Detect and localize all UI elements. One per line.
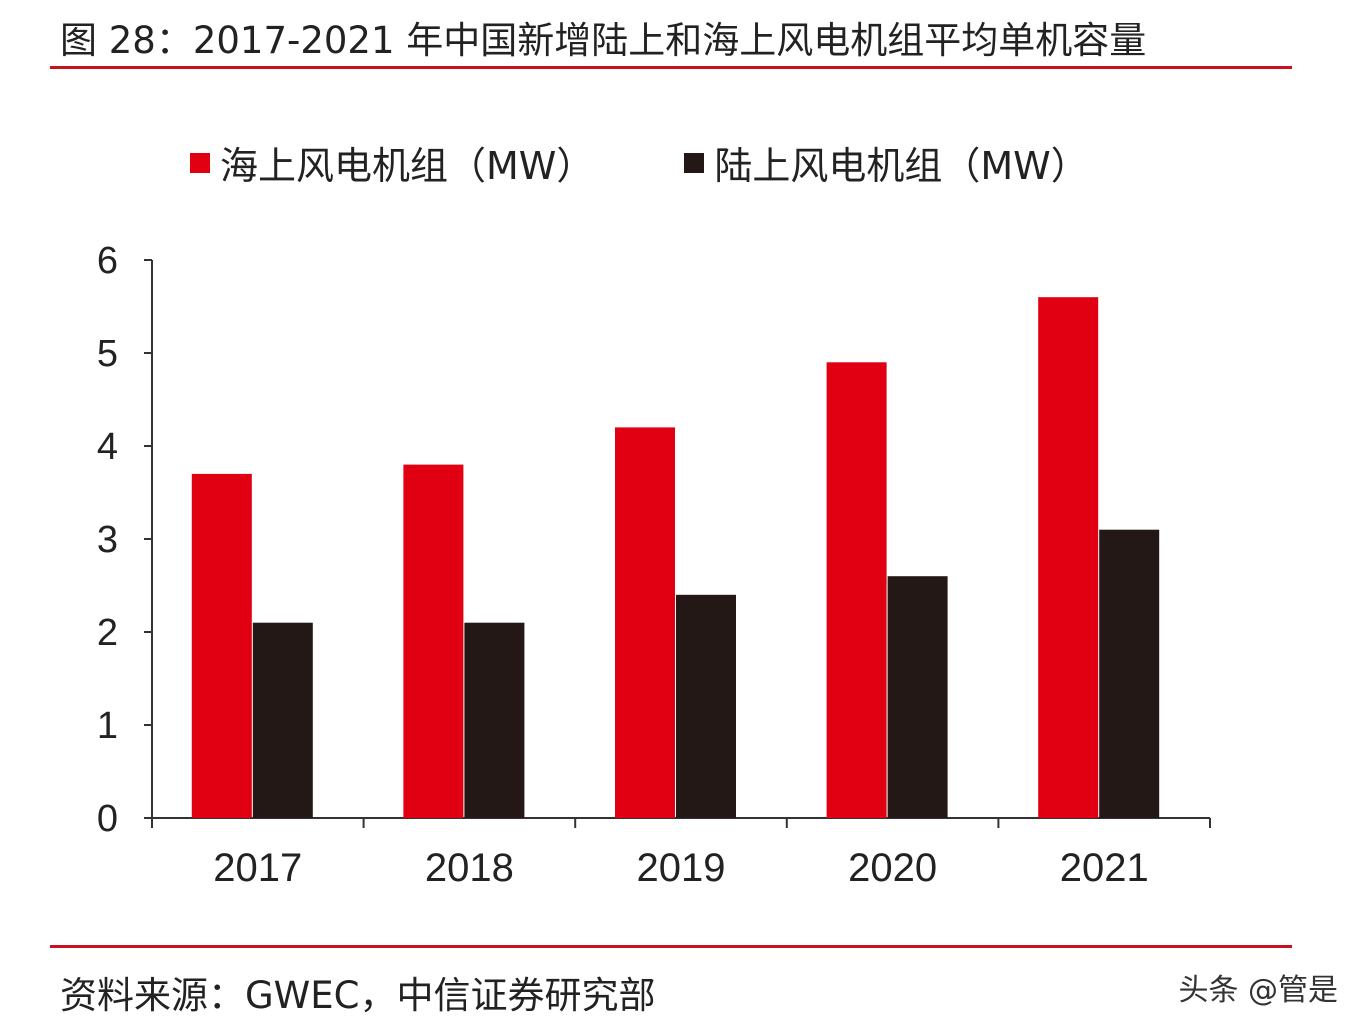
bar-onshore-2020 [887,576,948,818]
legend-item-offshore: 海上风电机组（MW） [190,135,594,190]
y-tick-label: 5 [97,333,118,375]
y-tick-label: 4 [97,426,118,468]
legend-swatch-offshore [190,152,210,173]
x-tick-label: 2017 [213,846,302,890]
bar-offshore-2018 [403,464,464,818]
bar-offshore-2021 [1038,297,1099,818]
x-tick-label: 2021 [1060,846,1149,890]
y-tick-label: 3 [97,519,118,561]
legend-item-onshore: 陆上风电机组（MW） [684,135,1089,190]
legend: 海上风电机组（MW） 陆上风电机组（MW） [190,135,1089,190]
bottom-rule [50,945,1292,948]
x-tick-label: 2019 [637,846,726,890]
x-tick-label: 2018 [425,846,514,890]
y-tick-label: 6 [97,240,118,282]
bar-onshore-2018 [464,622,525,818]
y-tick-label: 1 [97,705,118,747]
legend-label-offshore: 海上风电机组（MW） [220,144,595,188]
bar-offshore-2019 [615,427,675,818]
x-tick-label: 2020 [848,846,937,890]
bar-onshore-2017 [252,622,313,818]
top-rule [50,66,1292,69]
y-tick-label: 0 [97,798,118,840]
bar-offshore-2017 [191,473,252,818]
legend-label-onshore: 陆上风电机组（MW） [714,144,1089,188]
bar-onshore-2021 [1099,529,1160,818]
legend-swatch-onshore [684,152,705,173]
watermark: 头条 @管是 [1178,973,1338,1008]
y-tick-label: 2 [97,612,118,654]
bar-onshore-2019 [676,594,736,818]
chart-title: 图 28：2017-2021 年中国新增陆上和海上风电机组平均单机容量 [60,19,1147,62]
bar-offshore-2020 [826,362,887,818]
source-note: 资料来源：GWEC，中信证券研究部 [60,974,656,1017]
